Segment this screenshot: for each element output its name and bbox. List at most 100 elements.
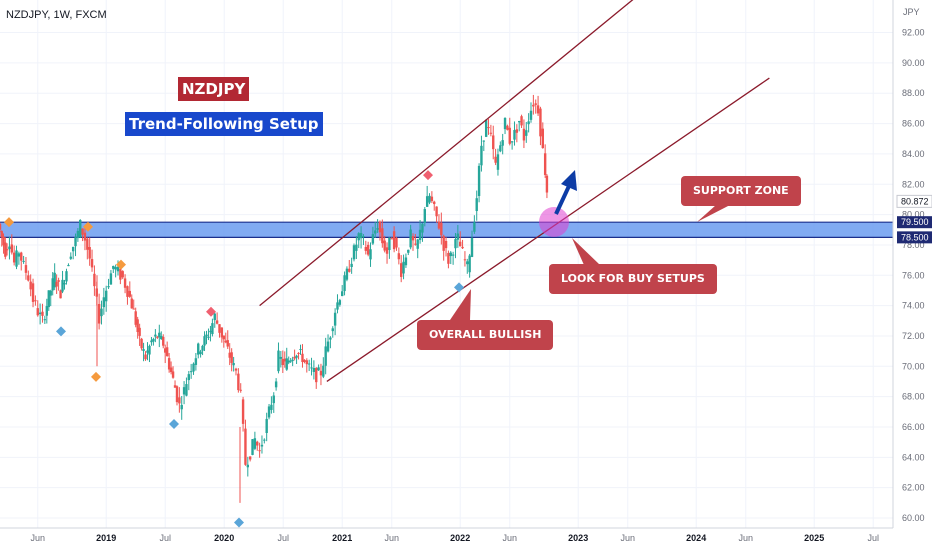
- candle-body: [213, 313, 216, 321]
- candle-body: [350, 263, 353, 268]
- candle-body: [228, 352, 231, 358]
- candle-body: [388, 237, 391, 251]
- candle-body: [41, 311, 44, 316]
- candle-body: [449, 252, 452, 257]
- candle-body: [201, 345, 204, 351]
- candle-body: [287, 360, 290, 363]
- candle-body: [2, 236, 5, 246]
- candle-body: [63, 282, 66, 285]
- candle-body: [506, 125, 509, 130]
- candle-body: [362, 236, 365, 238]
- candle-body: [475, 198, 478, 212]
- candle-body: [390, 238, 393, 240]
- look-callout-pointer: [572, 238, 600, 265]
- price-tick-label: 78.00: [902, 240, 925, 250]
- candle-body: [215, 320, 219, 324]
- candle-body: [428, 195, 431, 203]
- candle-body: [224, 340, 227, 343]
- candle-body: [140, 338, 143, 349]
- pivot-high-marker: [423, 170, 433, 181]
- candle-body: [317, 367, 320, 371]
- price-tick-label: 66.00: [902, 422, 925, 432]
- candle-body: [532, 104, 535, 107]
- candle-body: [545, 175, 549, 193]
- time-tick-label: 2020: [214, 533, 234, 543]
- candle-body: [121, 271, 124, 278]
- candle-body: [31, 283, 35, 302]
- candle-body: [270, 404, 273, 410]
- candle-body: [473, 222, 476, 232]
- price-tick-label: 60.00: [902, 513, 925, 523]
- candle-body: [513, 130, 516, 140]
- candle-body: [136, 319, 139, 333]
- candle-body: [470, 238, 474, 257]
- candle-body: [281, 359, 285, 366]
- time-tick-label: Jun: [739, 533, 754, 543]
- time-tick-label: 2019: [96, 533, 116, 543]
- candle-body: [20, 252, 23, 261]
- candle-body: [17, 253, 21, 257]
- time-tick-label: 2023: [568, 533, 588, 543]
- candle-body: [421, 223, 424, 233]
- time-tick-label: 2021: [332, 533, 352, 543]
- candle-body: [400, 263, 403, 277]
- candle-body: [466, 261, 469, 265]
- channel-upper-line: [259, 0, 634, 307]
- price-tick-label: 90.00: [902, 58, 925, 68]
- candle-body: [378, 221, 382, 233]
- candle-body: [468, 255, 471, 273]
- candle-body: [43, 319, 47, 321]
- candle-body: [348, 268, 351, 272]
- bullish-callout-pointer: [450, 289, 471, 320]
- candle-body: [55, 281, 58, 287]
- candle-body: [36, 308, 39, 316]
- candle-body: [251, 439, 254, 455]
- candle-body: [369, 249, 372, 260]
- candle-body: [218, 324, 221, 333]
- time-tick-label: Jun: [31, 533, 46, 543]
- decor-layer: [450, 170, 730, 320]
- candle-body: [279, 356, 283, 359]
- candle-body: [489, 132, 493, 134]
- pivot-high-marker: [206, 306, 216, 317]
- price-tick-label: 68.00: [902, 392, 925, 402]
- candle-body: [150, 340, 153, 343]
- candle-body: [494, 156, 497, 163]
- candle-body: [107, 286, 110, 288]
- candle-body: [305, 360, 308, 365]
- candle-body: [126, 286, 129, 297]
- time-tick-label: Jul: [867, 533, 879, 543]
- candle-body: [0, 231, 3, 238]
- price-tick-label: 88.00: [902, 88, 925, 98]
- candle-body: [93, 273, 96, 287]
- candle-body: [414, 243, 417, 245]
- candle-body: [499, 145, 502, 152]
- candle-body: [315, 368, 318, 383]
- candle-body: [355, 244, 358, 251]
- candle-body: [256, 441, 259, 446]
- price-tick-label: 92.00: [902, 28, 925, 38]
- candle-body: [144, 354, 147, 360]
- price-mark-label: 78.500: [901, 232, 929, 242]
- candle-body: [57, 280, 60, 282]
- price-tick-label: 70.00: [902, 361, 925, 371]
- pivot-high-marker: [4, 217, 14, 228]
- candle-body: [395, 237, 398, 248]
- candle-body: [222, 335, 226, 340]
- candle-body: [128, 290, 131, 297]
- candle-body: [404, 257, 408, 266]
- candle-body: [123, 278, 127, 288]
- symbol-header: NZDJPY, 1W, FXCM: [6, 9, 107, 21]
- candle-body: [456, 233, 460, 240]
- price-tick-label: 64.00: [902, 452, 925, 462]
- candle-body: [385, 247, 389, 254]
- candle-body: [185, 384, 188, 396]
- candle-body: [430, 196, 434, 202]
- candle-body: [522, 128, 526, 141]
- candle-body: [283, 358, 286, 362]
- time-tick-label: 2024: [686, 533, 706, 543]
- candle-body: [119, 268, 122, 280]
- candle-body: [515, 129, 519, 133]
- candle-body: [203, 336, 206, 346]
- price-tick-label: 76.00: [902, 270, 925, 280]
